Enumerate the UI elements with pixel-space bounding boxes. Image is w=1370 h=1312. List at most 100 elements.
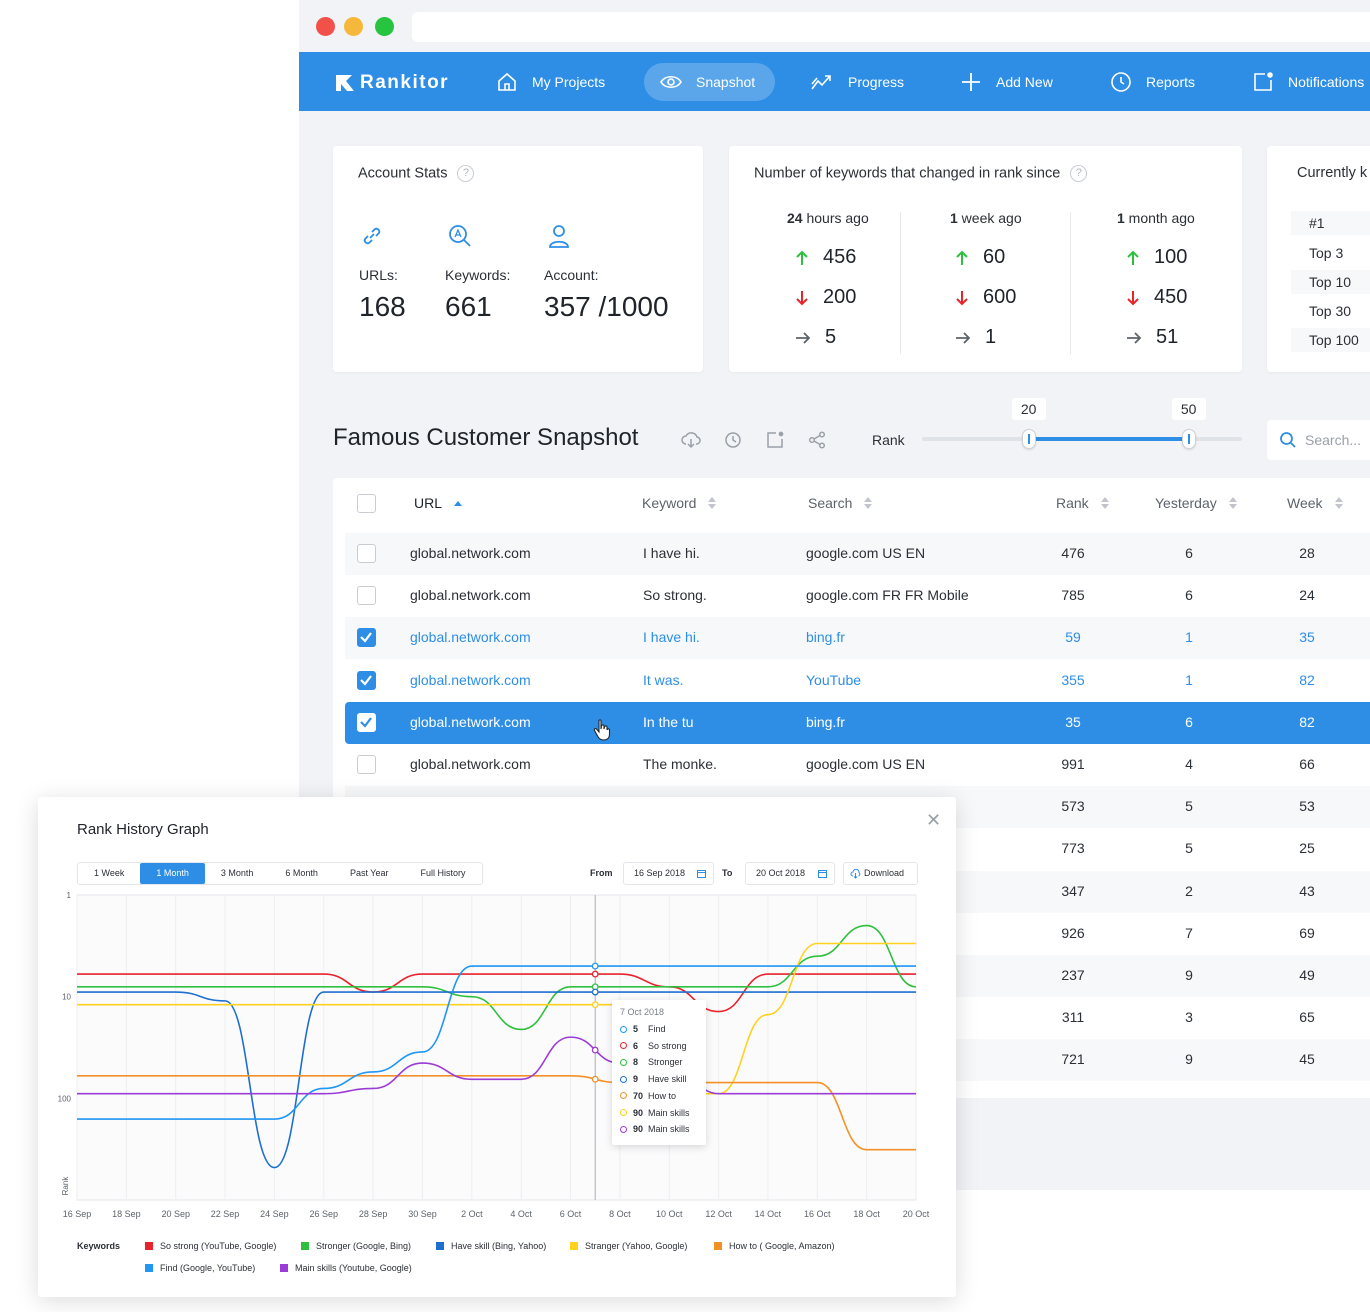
legend-item[interactable]: Stranger (Yahoo, Google) (570, 1241, 687, 1251)
search-cell: google.com US EN (806, 756, 926, 772)
nav-label: Add New (996, 74, 1053, 90)
to-date-input[interactable]: 20 Oct 2018 (745, 862, 835, 885)
table-row[interactable]: global.network.com I have hi. bing.fr 59 1 35 (345, 617, 1370, 660)
cloud-download-icon[interactable] (681, 431, 701, 449)
close-window-button[interactable] (316, 17, 335, 36)
history-icon[interactable] (724, 431, 742, 449)
table-row[interactable]: global.network.com The monke. google.com U… (345, 744, 1370, 786)
close-icon[interactable]: ✕ (926, 810, 942, 830)
rank-range-slider[interactable] (922, 429, 1242, 449)
table-row[interactable]: global.network.com So strong. google.com F… (345, 575, 1370, 617)
nav-reports[interactable]: Reports (1110, 63, 1195, 101)
address-bar[interactable] (412, 12, 1370, 42)
legend-swatch (301, 1242, 309, 1250)
rank-column-header[interactable]: Rank (1056, 495, 1109, 511)
share-icon[interactable] (808, 431, 826, 449)
legend-item[interactable]: Find (Google, YouTube) (145, 1263, 255, 1273)
legend-item[interactable]: Main skills (Youtube, Google) (280, 1263, 412, 1273)
row-checkbox[interactable] (357, 712, 376, 732)
logo[interactable]: Rankitor (334, 72, 449, 94)
legend-label: Stronger (Google, Bing) (316, 1241, 412, 1251)
table-row[interactable]: global.network.com I have hi. google.com U… (345, 533, 1370, 575)
legend-label: How to ( Google, Amazon) (729, 1241, 835, 1251)
table-row[interactable]: 926 7 69 (345, 913, 1370, 955)
range-1-month[interactable]: 1 Month (140, 863, 205, 884)
yesterday-cell: 6 (1185, 545, 1193, 561)
nav-label: Progress (848, 74, 905, 90)
download-button[interactable]: Download (843, 862, 918, 885)
arrow-up-icon (956, 250, 968, 265)
row-checkbox[interactable] (357, 670, 376, 690)
series-line[interactable] (76, 973, 916, 1013)
tooltip-marker (620, 1075, 627, 1083)
rank-cell: 35 (1065, 713, 1081, 730)
checkmark-icon (360, 632, 372, 644)
x-tick-label: 20 Oct (903, 1209, 930, 1219)
rank-bucket[interactable]: #1 (1291, 211, 1370, 235)
sort-icon (708, 497, 717, 509)
down-count: 600 (955, 286, 1016, 309)
week-cell: 66 (1299, 756, 1315, 772)
row-checkbox[interactable] (357, 586, 376, 606)
select-all-checkbox[interactable] (357, 494, 376, 513)
series-line[interactable] (77, 924, 917, 1031)
keyword-column-header[interactable]: Keyword (642, 495, 717, 511)
range-full-history[interactable]: Full History (420, 868, 466, 878)
rank-history-chart[interactable]: 16 Sep 18 Sep 20 Sep 22 Sep 24 Sep 26 Sep 28 S… (38, 797, 956, 1297)
legend-item[interactable]: Stronger (Google, Bing) (301, 1241, 411, 1251)
yesterday-cell: 6 (1185, 713, 1193, 730)
tooltip-marker (620, 1058, 627, 1066)
notification-icon[interactable] (766, 431, 784, 449)
url-column-header[interactable]: URL (414, 495, 463, 511)
series-line[interactable] (77, 942, 916, 1095)
chart-tooltip: 7 Oct 2018 5 Find 6 So strong 8 Stronger 9 Have… (612, 1000, 706, 1145)
row-checkbox[interactable] (357, 628, 376, 648)
x-tick-label: 28 Sep (359, 1209, 388, 1219)
search-input[interactable]: Search... (1267, 420, 1370, 460)
row-checkbox[interactable] (357, 755, 376, 774)
row-checkbox[interactable] (357, 544, 376, 563)
week-column-header[interactable]: Week (1287, 495, 1343, 511)
nav-notifications[interactable]: Notifications (1252, 63, 1364, 101)
url-cell: global.network.com (410, 713, 531, 730)
rank-min-handle[interactable] (1021, 429, 1036, 449)
table-row[interactable]: global.network.com It was. YouTube 355 1 82 (345, 660, 1370, 702)
series-line[interactable] (76, 1036, 916, 1095)
legend-item[interactable]: How to ( Google, Amazon) (714, 1241, 835, 1251)
table-row[interactable]: global.network.com In the tu bing.fr 35 6 82 (345, 701, 1370, 744)
nav-progress[interactable]: Progress (810, 63, 904, 101)
tooltip-rank: 90 (633, 1124, 644, 1135)
tooltip-rank: 8 (633, 1057, 639, 1068)
range-1-week[interactable]: 1 Week (94, 868, 125, 878)
series-line[interactable] (77, 965, 916, 1120)
range-3-month[interactable]: 3 Month (220, 868, 254, 878)
arrow-right-icon (796, 331, 811, 344)
nav-my-projects[interactable]: My Projects (496, 63, 605, 101)
range-6-month[interactable]: 6 Month (285, 868, 318, 878)
hover-point (591, 1046, 599, 1054)
nav-snapshot[interactable]: Snapshot (644, 63, 776, 101)
legend-item[interactable]: Have skill (Bing, Yahoo) (436, 1241, 546, 1251)
rank-bucket[interactable]: Top 30 (1309, 303, 1352, 319)
nav-label: My Projects (532, 74, 606, 90)
rank-bucket[interactable]: Top 10 (1291, 270, 1370, 294)
table-row[interactable]: 773 5 25 (345, 828, 1370, 870)
range-past-year[interactable]: Past Year (349, 868, 389, 878)
series-line[interactable] (77, 991, 916, 1169)
rank-cell: 926 (1061, 924, 1085, 941)
from-date-input[interactable]: 16 Sep 2018 (623, 862, 714, 885)
week-cell: 45 (1299, 1051, 1315, 1068)
nav-add-new[interactable]: Add New (960, 63, 1053, 101)
help-icon[interactable]: ? (1070, 165, 1088, 182)
rank-cell: 237 (1061, 967, 1085, 983)
legend-item[interactable]: So strong (YouTube, Google) (145, 1241, 276, 1251)
rank-bucket[interactable]: Top 3 (1309, 245, 1344, 261)
rank-max-handle[interactable] (1181, 429, 1196, 449)
help-icon[interactable]: ? (457, 165, 475, 182)
series-line[interactable] (77, 1074, 916, 1151)
maximize-window-button[interactable] (375, 17, 394, 36)
minimize-window-button[interactable] (344, 17, 363, 36)
search-column-header[interactable]: Search (808, 495, 873, 511)
yesterday-column-header[interactable]: Yesterday (1155, 495, 1237, 511)
rank-bucket[interactable]: Top 100 (1291, 328, 1370, 352)
